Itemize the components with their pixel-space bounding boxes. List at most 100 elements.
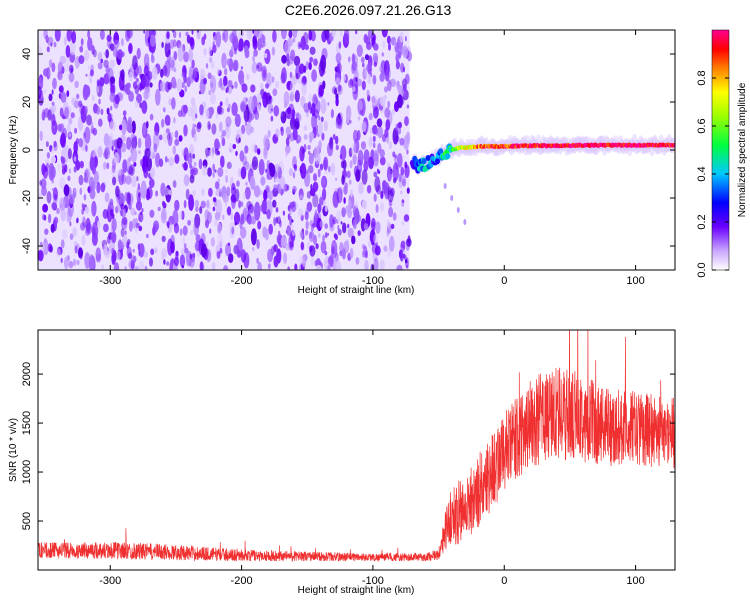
noise-blob <box>339 30 343 38</box>
noise-blob <box>394 155 397 159</box>
noise-blob <box>367 74 371 85</box>
noise-blob <box>60 132 66 148</box>
noise-blob <box>60 91 67 103</box>
noise-blob <box>300 241 304 251</box>
noise-blob <box>226 206 232 216</box>
noise-blob <box>173 51 178 61</box>
noise-blob <box>301 254 307 268</box>
noise-blob <box>103 133 110 147</box>
noise-blob <box>124 84 129 93</box>
noise-blob <box>247 96 254 113</box>
noise-blob <box>361 121 367 133</box>
noise-blob <box>402 178 406 187</box>
noise-blob <box>388 169 393 180</box>
noise-blob <box>374 245 381 256</box>
noise-blob <box>252 39 258 50</box>
noise-blob <box>336 187 343 204</box>
noise-blob <box>149 167 156 178</box>
noise-blob <box>212 44 217 54</box>
noise-blob <box>241 83 248 93</box>
signal-point <box>421 158 427 165</box>
noise-blob <box>338 117 343 130</box>
noise-blob <box>106 162 110 170</box>
noise-blob <box>264 198 268 206</box>
noise-blob <box>209 92 216 105</box>
noise-blob <box>298 43 302 48</box>
noise-blob <box>355 70 358 76</box>
noise-blob <box>76 259 80 266</box>
noise-blob <box>251 61 258 74</box>
noise-blob <box>169 39 175 49</box>
colorbar-tick-label: 0.8 <box>696 70 708 85</box>
noise-blob <box>224 68 228 76</box>
noise-blob <box>403 66 405 73</box>
noise-blob <box>336 210 342 223</box>
noise-blob <box>335 117 340 129</box>
noise-blob <box>84 105 88 115</box>
noise-blob <box>84 168 91 184</box>
noise-blob <box>45 141 49 148</box>
noise-blob <box>172 209 179 228</box>
noise-blob <box>39 130 43 141</box>
noise-blob <box>273 105 280 117</box>
noise-blob <box>406 104 410 109</box>
noise-blob <box>238 40 244 52</box>
noise-blob <box>63 164 68 173</box>
noise-blob <box>341 207 346 218</box>
noise-blob <box>402 45 408 59</box>
noise-blob <box>85 144 88 152</box>
noise-blob <box>43 107 50 118</box>
noise-blob <box>133 135 137 143</box>
noise-blob <box>404 36 407 42</box>
noise-blob <box>130 207 136 216</box>
noise-blob <box>122 234 128 248</box>
noise-blob <box>73 241 78 246</box>
bottom-y-tick-label: 500 <box>21 512 33 530</box>
noise-blob <box>230 212 234 221</box>
noise-blob <box>221 137 226 147</box>
noise-blob <box>268 162 274 171</box>
noise-blob <box>128 71 134 82</box>
noise-blob <box>136 47 141 60</box>
noise-blob <box>348 56 351 63</box>
noise-blob <box>78 247 83 259</box>
noise-blob <box>46 46 50 53</box>
noise-blob <box>272 30 277 43</box>
noise-blob <box>306 191 311 199</box>
bottom-x-tick-label: 0 <box>501 575 507 587</box>
noise-blob <box>175 250 179 257</box>
noise-blob <box>228 253 234 263</box>
noise-blob <box>130 147 138 163</box>
noise-blob <box>97 62 103 70</box>
noise-blob <box>100 58 104 64</box>
noise-blob <box>390 223 395 230</box>
noise-blob <box>290 75 297 86</box>
noise-blob <box>368 136 373 148</box>
noise-blob <box>192 190 196 196</box>
noise-blob <box>225 96 229 107</box>
top-y-tick-label: 40 <box>21 48 33 60</box>
noise-blob <box>263 146 268 157</box>
noise-blob <box>59 176 66 189</box>
noise-blob <box>52 77 57 90</box>
noise-blob <box>124 191 129 202</box>
noise-blob <box>289 91 295 102</box>
noise-blob <box>387 189 394 203</box>
noise-blob <box>189 163 193 169</box>
noise-blob <box>221 185 227 201</box>
noise-blob <box>381 30 388 38</box>
noise-blob <box>333 233 338 239</box>
noise-blob <box>106 34 112 42</box>
noise-blob <box>135 200 143 211</box>
noise-blob <box>225 116 232 127</box>
noise-blob <box>190 229 194 236</box>
noise-blob <box>308 30 313 41</box>
noise-blob <box>379 72 385 82</box>
noise-blob <box>196 30 199 33</box>
noise-blob <box>385 119 391 131</box>
noise-blob <box>143 251 149 258</box>
noise-blob <box>208 187 213 197</box>
noise-blob <box>166 31 170 40</box>
noise-blob <box>368 156 374 170</box>
noise-blob <box>124 266 127 270</box>
